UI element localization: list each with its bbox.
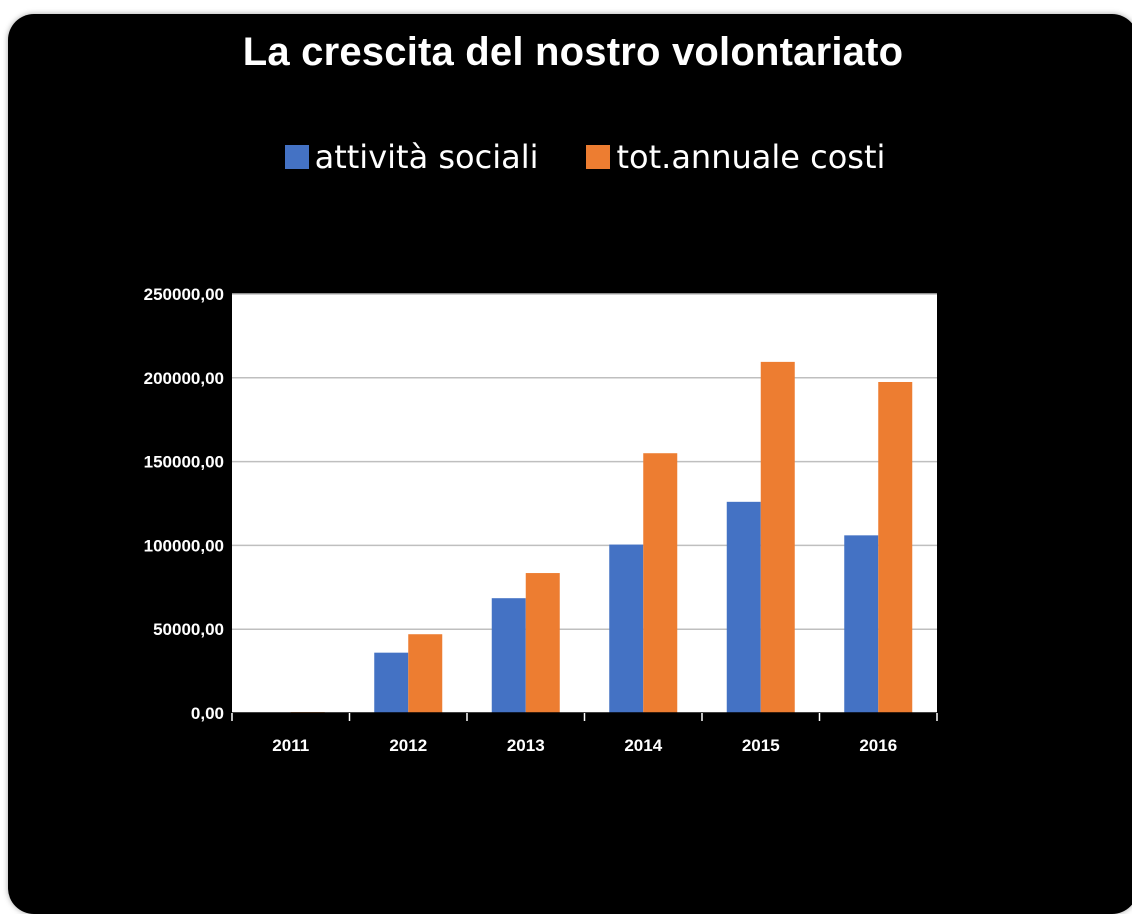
x-tick-label: 2016 <box>859 736 897 755</box>
y-tick-label: 250000,00 <box>144 285 224 304</box>
x-tick-label: 2012 <box>389 736 427 755</box>
x-tick-label: 2011 <box>272 736 309 755</box>
x-tick-label: 2014 <box>624 736 662 755</box>
chart-legend: attività sociali tot.annuale costi <box>0 138 1132 176</box>
y-tick-label: 150000,00 <box>144 453 224 472</box>
legend-item-tot-annuale-costi: tot.annuale costi <box>586 138 885 176</box>
bar-attivita-sociali <box>844 535 879 713</box>
legend-label-tot-annuale-costi: tot.annuale costi <box>616 138 886 176</box>
bar-tot-annuale-costi <box>643 453 678 713</box>
bar-tot-annuale-costi <box>525 573 560 713</box>
y-tick-label: 200000,00 <box>144 369 224 388</box>
legend-swatch-tot-annuale-costi <box>586 145 611 169</box>
bar-tot-annuale-costi <box>760 361 795 713</box>
y-tick-label: 100000,00 <box>144 536 224 555</box>
chart-title: La crescita del nostro volontariato <box>242 30 904 74</box>
bar-tot-annuale-costi <box>878 381 913 713</box>
y-tick-label: 50000,00 <box>153 620 224 639</box>
legend-item-attivita-sociali: attività sociali <box>284 138 539 176</box>
x-tick-label: 2015 <box>742 736 780 755</box>
bar-attivita-sociali <box>374 652 409 713</box>
bar-attivita-sociali <box>609 544 644 713</box>
bar-attivita-sociali <box>491 598 526 713</box>
x-tick-label: 2013 <box>507 736 545 755</box>
bar-attivita-sociali <box>726 501 761 713</box>
legend-label-attivita-sociali: attività sociali <box>314 138 539 176</box>
plot-area <box>232 294 937 713</box>
bar-tot-annuale-costi <box>408 634 443 713</box>
legend-swatch-attivita-sociali <box>284 145 309 169</box>
y-tick-label: 0,00 <box>191 704 224 723</box>
